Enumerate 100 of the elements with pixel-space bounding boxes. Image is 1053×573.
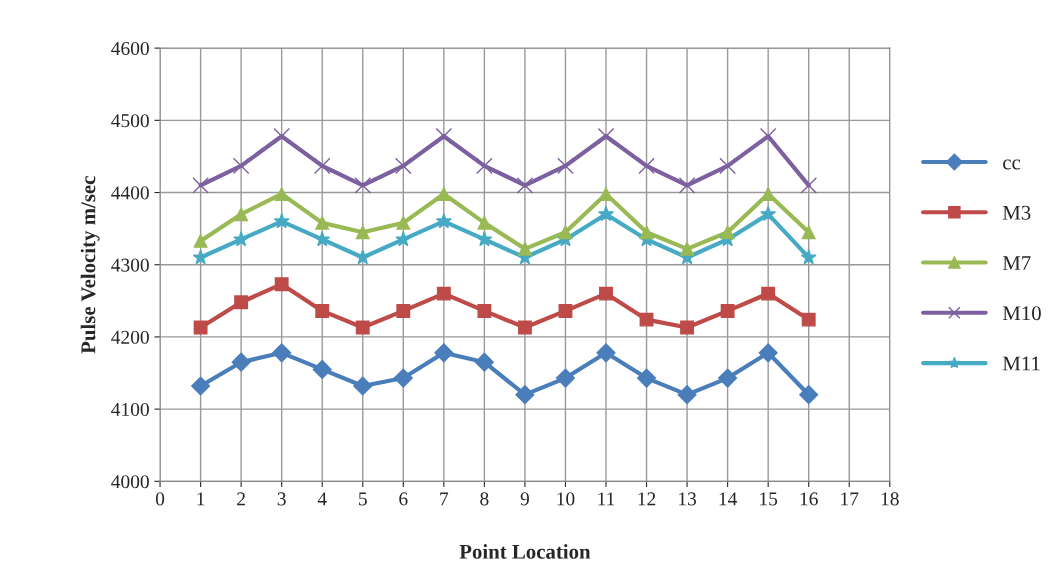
point bbox=[759, 127, 777, 145]
point bbox=[477, 303, 492, 318]
point bbox=[558, 225, 573, 240]
point bbox=[758, 343, 778, 363]
point bbox=[761, 187, 776, 201]
point bbox=[557, 157, 574, 175]
x-tick-label: 9 bbox=[520, 492, 529, 506]
point bbox=[637, 368, 657, 388]
x-tick-label: 16 bbox=[800, 492, 818, 506]
point bbox=[516, 176, 534, 194]
point bbox=[274, 187, 289, 201]
y-tick-label: 4200 bbox=[111, 330, 149, 344]
point bbox=[801, 312, 816, 327]
y-tick-label: 4000 bbox=[111, 475, 149, 489]
x-tick-label: 8 bbox=[480, 492, 489, 506]
point bbox=[193, 320, 208, 335]
point bbox=[799, 385, 819, 405]
x-tick-label: 15 bbox=[760, 492, 778, 506]
y-tick-label: 4500 bbox=[111, 114, 149, 128]
point bbox=[233, 231, 250, 247]
x-tick-label: 13 bbox=[679, 492, 697, 506]
point bbox=[355, 320, 370, 335]
point bbox=[597, 127, 615, 145]
point bbox=[718, 368, 738, 388]
legend-label: M3 bbox=[1002, 205, 1031, 220]
point bbox=[273, 213, 290, 229]
point bbox=[761, 286, 776, 301]
point bbox=[193, 233, 208, 248]
x-tick-label: 6 bbox=[399, 492, 408, 506]
x-tick-label: 7 bbox=[440, 492, 449, 506]
y-tick-label: 4600 bbox=[111, 41, 149, 56]
point bbox=[393, 368, 413, 388]
point bbox=[599, 187, 613, 201]
x-tick-label: 1 bbox=[197, 492, 205, 506]
point bbox=[680, 320, 695, 335]
point bbox=[354, 249, 371, 265]
x-tick-label: 3 bbox=[277, 492, 286, 506]
legend-label: M10 bbox=[1002, 306, 1041, 321]
point bbox=[476, 231, 493, 247]
x-tick-label: 10 bbox=[557, 492, 575, 506]
point bbox=[598, 205, 614, 222]
x-tick-label: 0 bbox=[155, 492, 165, 506]
point bbox=[315, 215, 330, 230]
point bbox=[355, 225, 370, 240]
point bbox=[555, 368, 575, 388]
x-tick-label: 17 bbox=[841, 492, 859, 506]
x-tick-label: 12 bbox=[638, 492, 656, 506]
legend-label: cc bbox=[1003, 159, 1021, 170]
point bbox=[596, 343, 616, 363]
point bbox=[476, 157, 493, 175]
point bbox=[396, 303, 411, 318]
point bbox=[517, 241, 532, 256]
point bbox=[191, 376, 211, 396]
point bbox=[434, 343, 454, 363]
point bbox=[274, 277, 289, 292]
point bbox=[474, 352, 494, 372]
y-tick-label: 4300 bbox=[111, 258, 149, 272]
point bbox=[436, 286, 451, 301]
point bbox=[517, 320, 532, 335]
point bbox=[678, 176, 696, 194]
point bbox=[680, 241, 695, 256]
point bbox=[760, 205, 777, 222]
point bbox=[192, 249, 209, 265]
legend-label: M7 bbox=[1002, 256, 1031, 270]
y-tick-label: 4400 bbox=[111, 186, 149, 200]
point bbox=[435, 127, 453, 145]
point bbox=[639, 225, 654, 240]
point bbox=[192, 176, 209, 194]
point bbox=[639, 312, 654, 327]
point bbox=[599, 286, 613, 301]
point bbox=[395, 231, 412, 247]
point bbox=[314, 231, 331, 247]
point bbox=[677, 385, 697, 405]
point bbox=[477, 215, 492, 230]
x-tick-label: 14 bbox=[719, 492, 738, 506]
point bbox=[800, 249, 817, 265]
point bbox=[394, 157, 412, 175]
x-tick-label: 11 bbox=[598, 492, 615, 506]
point bbox=[436, 187, 451, 201]
point bbox=[719, 157, 736, 175]
point bbox=[234, 295, 249, 310]
point bbox=[435, 213, 452, 229]
point bbox=[313, 157, 331, 175]
y-axis-title: Pulse Velocity m/sec bbox=[80, 176, 100, 354]
point bbox=[720, 225, 735, 240]
x-tick-label: 4 bbox=[317, 492, 327, 506]
point bbox=[315, 303, 330, 318]
point bbox=[558, 303, 573, 318]
x-tick-label: 18 bbox=[881, 492, 899, 506]
point bbox=[273, 127, 291, 145]
point bbox=[720, 303, 735, 318]
point bbox=[353, 376, 373, 396]
point bbox=[231, 352, 251, 372]
point bbox=[312, 359, 332, 379]
x-axis-title: Point Location bbox=[459, 544, 591, 559]
point bbox=[234, 207, 249, 222]
point bbox=[232, 157, 250, 175]
x-tick-label: 5 bbox=[359, 492, 367, 506]
point bbox=[800, 176, 818, 194]
point bbox=[515, 385, 535, 405]
